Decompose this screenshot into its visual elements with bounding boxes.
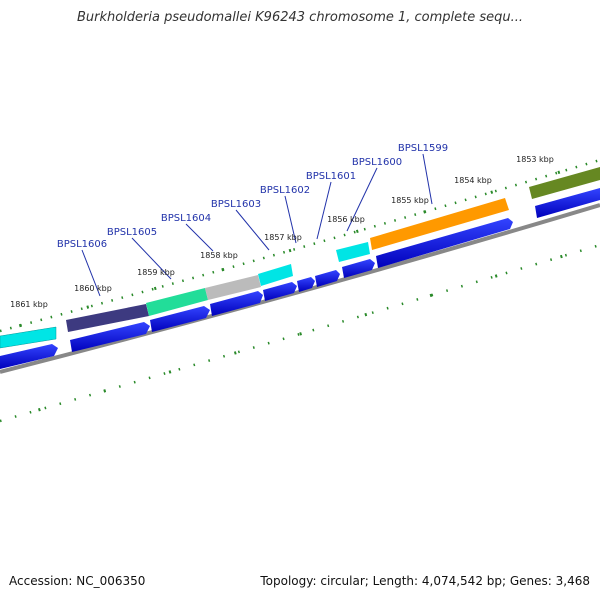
kbp-labels: 1861 kbp 1860 kbp 1859 kbp 1858 kbp 1857… (10, 155, 554, 309)
kbp-label: 1860 kbp (74, 284, 112, 293)
inner-major-ticks (0, 243, 600, 423)
kbp-label: 1861 kbp (10, 300, 48, 309)
gene-label[interactable]: BPSL1603 (211, 199, 261, 210)
gene-arrow (297, 277, 315, 292)
gene-label[interactable]: BPSL1606 (57, 239, 107, 250)
kbp-label: 1854 kbp (454, 176, 492, 185)
kbp-label: 1856 kbp (327, 215, 365, 224)
cog-segment-row (0, 167, 600, 349)
outer-minor-ticks (0, 158, 600, 333)
kbp-label: 1859 kbp (137, 268, 175, 277)
genome-info-text: Topology: circular; Length: 4,074,542 bp… (260, 574, 590, 588)
cog-segment (529, 167, 600, 199)
gene-arrow (342, 259, 375, 278)
gene-arrow (210, 291, 263, 316)
backbone-line (0, 203, 600, 374)
gene-arrow (70, 322, 150, 352)
map-title: Burkholderia pseudomallei K96243 chromos… (76, 10, 524, 25)
kbp-label: 1858 kbp (200, 251, 238, 260)
gene-arrow (0, 344, 58, 369)
gene-arrow (263, 282, 297, 301)
inner-tick-ring (0, 243, 600, 423)
gene-label[interactable]: BPSL1604 (161, 213, 211, 224)
cog-segment (0, 326, 57, 349)
cog-segment (146, 288, 208, 316)
cog-segment (370, 198, 509, 250)
gene-label[interactable]: BPSL1601 (306, 171, 356, 182)
gene-arrow (315, 270, 340, 287)
gene-label[interactable]: BPSL1605 (107, 227, 157, 238)
kbp-label: 1853 kbp (516, 155, 554, 164)
cog-segment (205, 275, 261, 300)
outer-tick-ring (0, 158, 600, 333)
gene-arrow-row (0, 188, 600, 369)
gene-label[interactable]: BPSL1599 (398, 143, 448, 154)
gene-arrow (150, 306, 210, 332)
cog-segment (66, 304, 149, 332)
gene-leader-lines (81, 153, 433, 297)
gene-label[interactable]: BPSL1602 (260, 185, 310, 196)
accession-text: Accession: NC_006350 (9, 574, 146, 588)
gene-arrow (376, 218, 513, 268)
cog-segment (258, 264, 293, 286)
kbp-label: 1855 kbp (391, 196, 429, 205)
cog-segment (336, 242, 370, 262)
gene-labels: BPSL1606 BPSL1605 BPSL1604 BPSL1603 BPSL… (57, 143, 448, 250)
gene-arrow (535, 188, 600, 218)
gene-label[interactable]: BPSL1600 (352, 157, 402, 168)
kbp-label: 1857 kbp (264, 233, 302, 242)
